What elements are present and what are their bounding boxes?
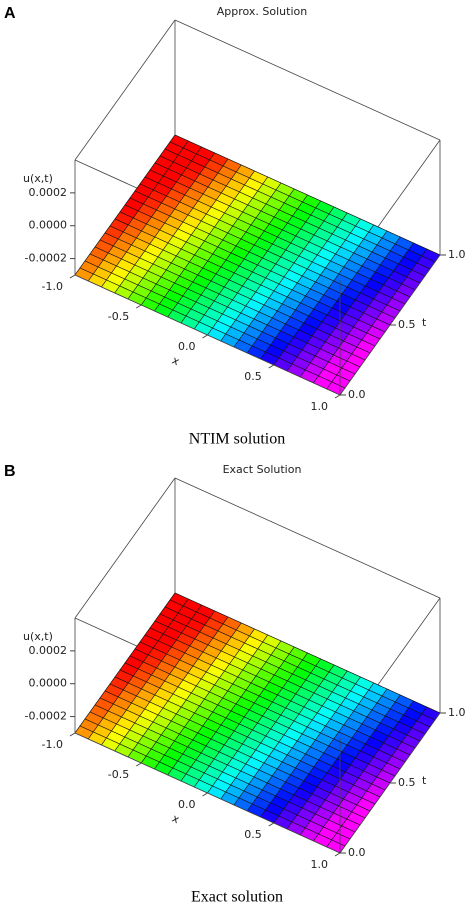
t-axis-label: t bbox=[422, 774, 427, 787]
z-axis-label: u(x,t) bbox=[23, 172, 53, 185]
x-tick-label: -1.0 bbox=[42, 738, 63, 751]
z-tick-label: 0.0002 bbox=[29, 644, 68, 657]
t-tick-label: 1.0 bbox=[448, 706, 466, 719]
z-tick-label: 0.0000 bbox=[29, 677, 68, 690]
chart-title: Approx. Solution bbox=[217, 5, 308, 18]
x-tick-label: 0.5 bbox=[244, 370, 262, 383]
x-tick bbox=[268, 822, 275, 827]
x-tick bbox=[334, 394, 341, 399]
x-tick-label: 1.0 bbox=[311, 858, 329, 871]
x-axis-label: x bbox=[170, 354, 182, 369]
z-tick-label: 0.0002 bbox=[29, 186, 68, 199]
x-tick-label: -0.5 bbox=[108, 768, 129, 781]
x-tick-label: -1.0 bbox=[42, 280, 63, 293]
t-tick-label: 0.0 bbox=[348, 846, 366, 859]
t-axis-label: t bbox=[422, 316, 427, 329]
box-edge bbox=[174, 19, 441, 141]
caption: NTIM solution bbox=[189, 431, 285, 448]
x-tick-label: 1.0 bbox=[311, 400, 329, 413]
caption: Exact solution bbox=[191, 889, 283, 906]
z-axis-label: u(x,t) bbox=[23, 630, 53, 643]
x-tick bbox=[135, 762, 142, 767]
z-tick-label: 0.0000 bbox=[29, 219, 68, 232]
x-tick bbox=[69, 274, 76, 279]
x-tick-label: -0.5 bbox=[108, 310, 129, 323]
x-tick bbox=[202, 334, 208, 339]
x-axis-label: x bbox=[170, 812, 182, 827]
x-tick bbox=[268, 364, 275, 369]
x-tick bbox=[135, 304, 142, 309]
x-tick-label: 0.5 bbox=[244, 828, 262, 841]
panel: -1.0 -0.5 0.0 0.5 1.0 0.0 0.5 1.0 0.0002 0.0000 -0… bbox=[4, 5, 466, 448]
t-tick-label: 0.0 bbox=[348, 388, 366, 401]
panel-label: B bbox=[4, 463, 16, 480]
x-tick bbox=[69, 732, 76, 737]
x-tick-label: 0.0 bbox=[178, 798, 196, 811]
z-tick-label: -0.0002 bbox=[25, 710, 67, 723]
x-tick-label: 0.0 bbox=[178, 340, 196, 353]
box-edge bbox=[74, 477, 176, 619]
chart-title: Exact Solution bbox=[223, 463, 302, 476]
panel-label: A bbox=[4, 5, 16, 22]
z-tick-label: -0.0002 bbox=[25, 252, 67, 265]
t-tick-label: 1.0 bbox=[448, 248, 466, 261]
t-tick-label: 0.5 bbox=[398, 776, 416, 789]
x-tick bbox=[334, 852, 341, 857]
x-tick bbox=[202, 792, 208, 797]
panel: -1.0 -0.5 0.0 0.5 1.0 0.0 0.5 1.0 0.0002 0.0000 -0… bbox=[4, 463, 466, 906]
box-edge bbox=[174, 477, 441, 599]
box-edge bbox=[74, 19, 176, 161]
t-tick-label: 0.5 bbox=[398, 318, 416, 331]
